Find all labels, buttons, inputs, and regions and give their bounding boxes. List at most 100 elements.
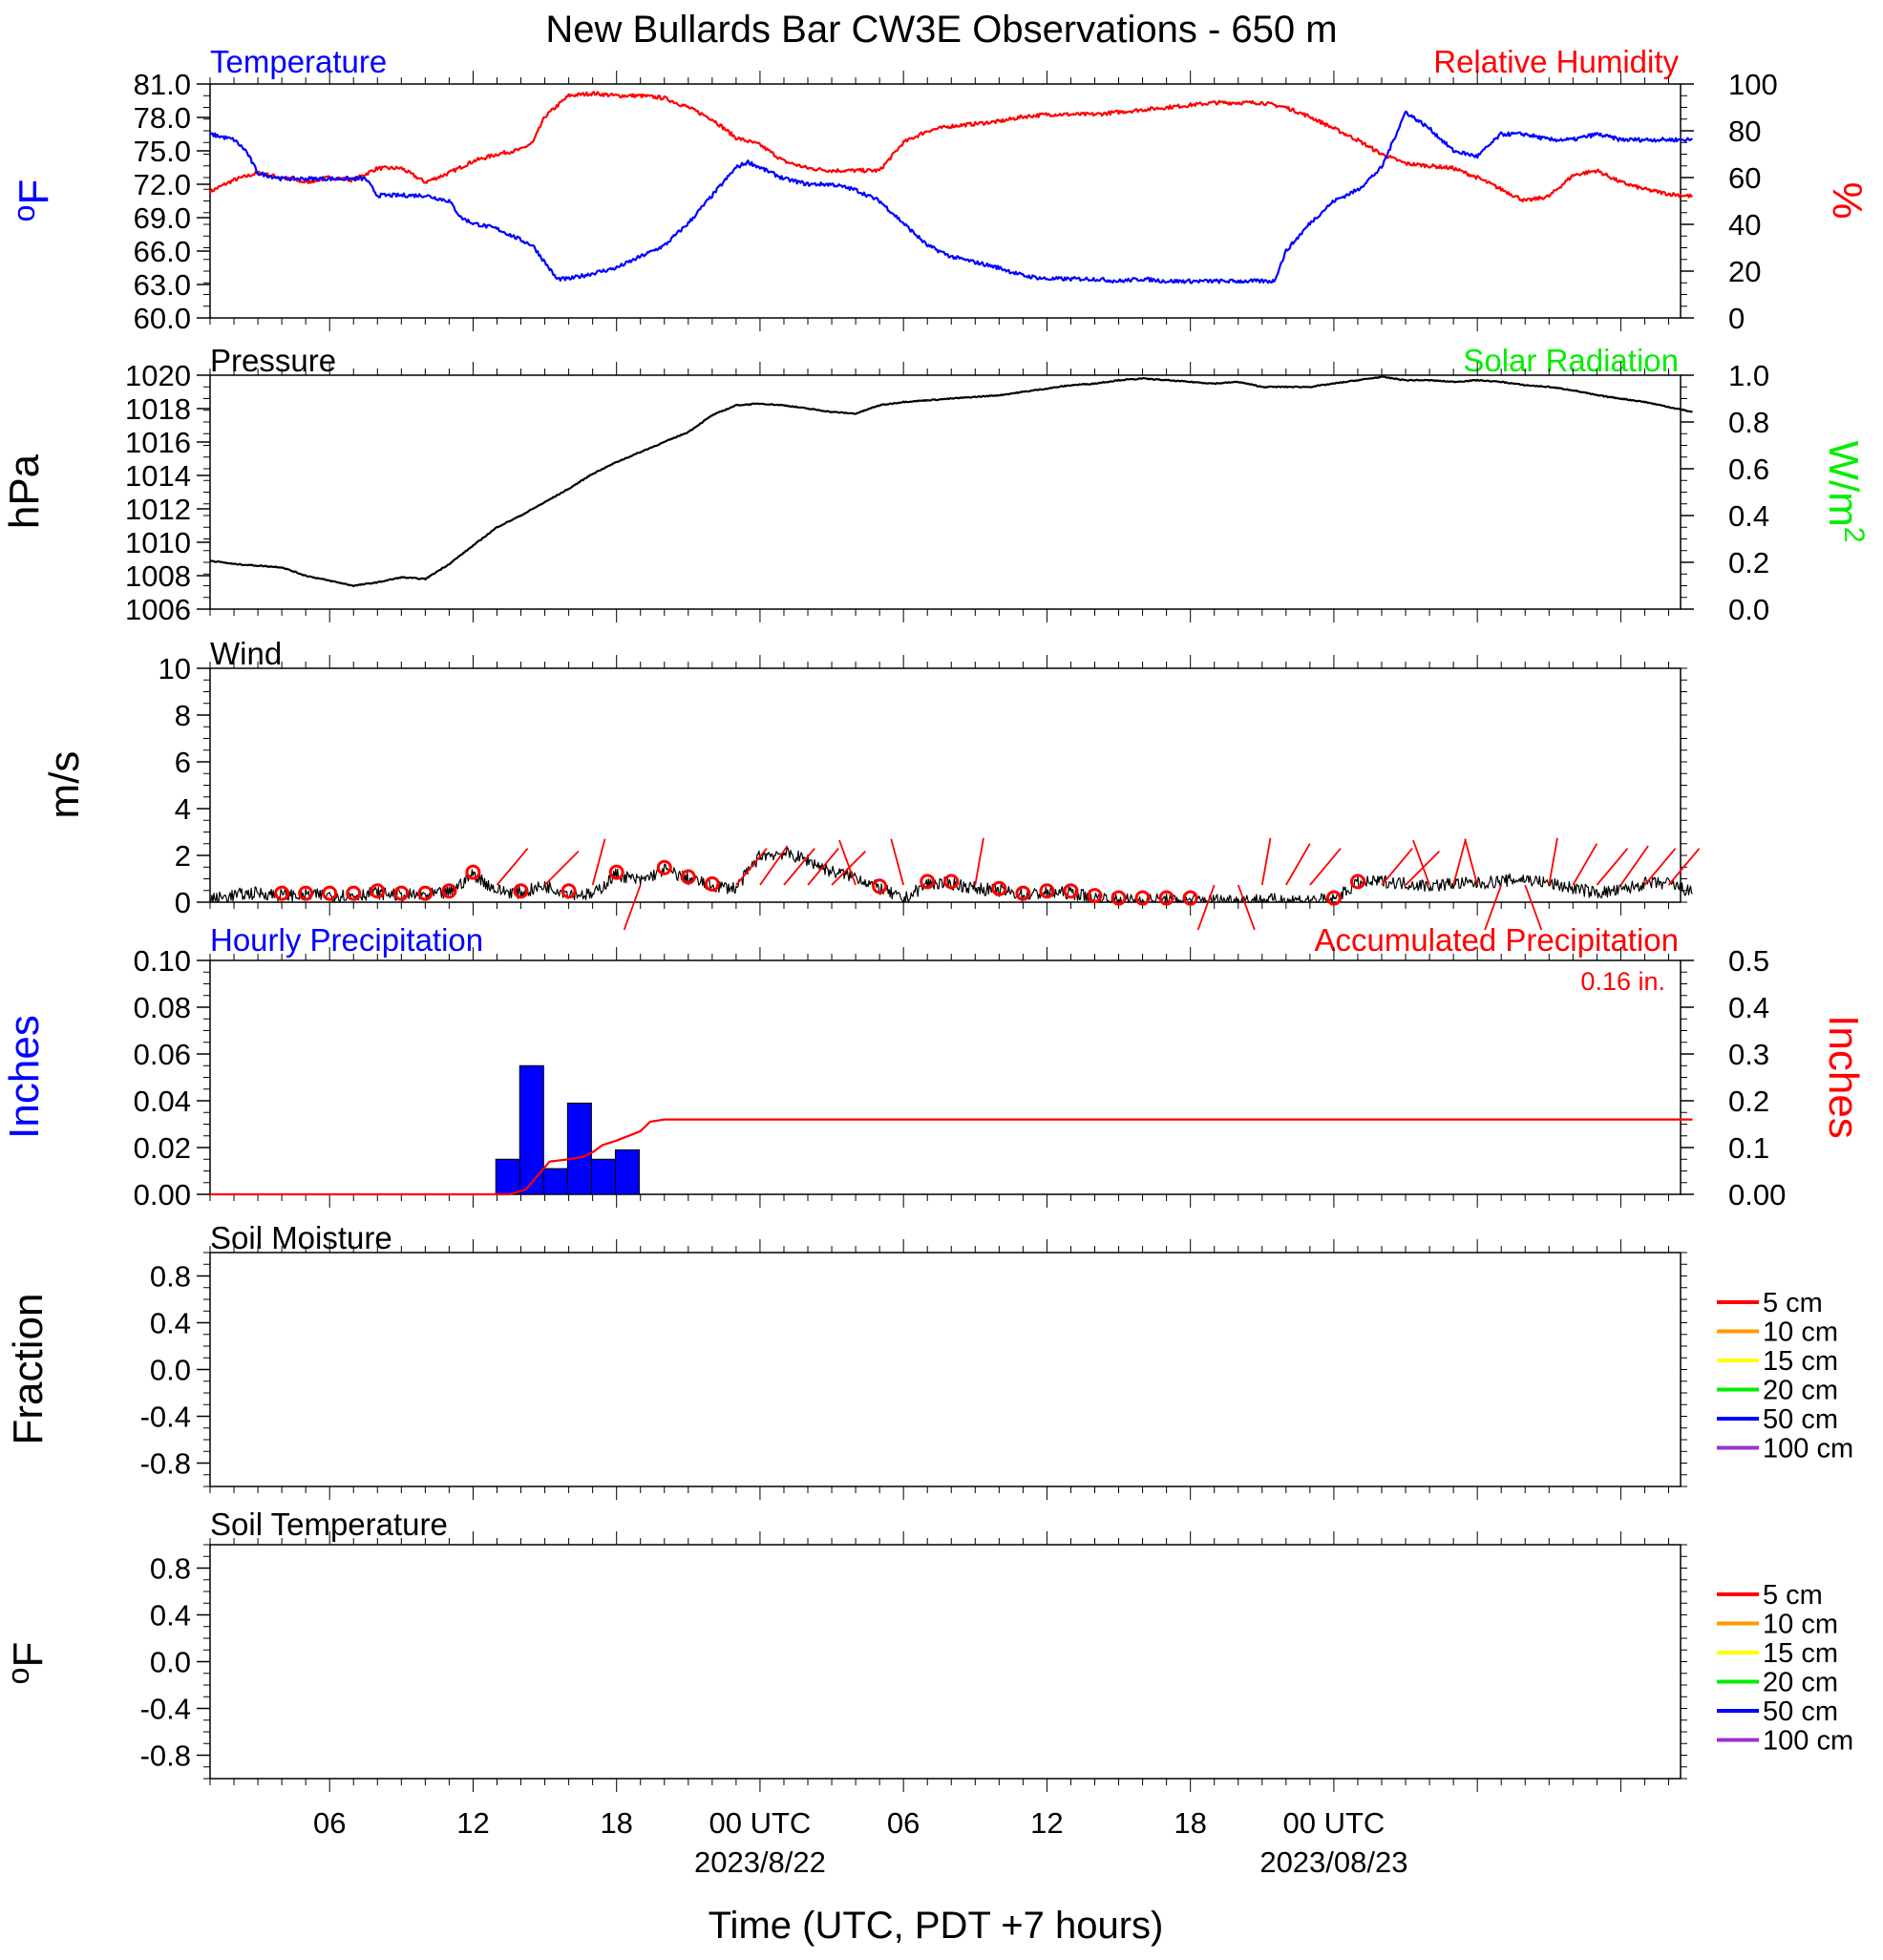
wind-barb	[496, 848, 529, 886]
wind-calm-circle	[1182, 890, 1198, 906]
y-tick-label: 0.0	[150, 1354, 191, 1387]
x-date-label: 2023/08/23	[1259, 1845, 1407, 1879]
y-tick-label: 0.2	[1728, 1085, 1769, 1118]
solar-unit-label: W/m2	[1820, 440, 1870, 542]
y-tick-label: 0.00	[1728, 1178, 1786, 1212]
solar-y-ticks: 1.0 0.8 0.6 0.4 0.2 0.0	[1681, 359, 1769, 626]
panel-title-soil-temperature: Soil Temperature	[210, 1507, 448, 1542]
y-tick-label: 0	[175, 886, 191, 919]
y-tick-label: 0.0	[1728, 593, 1769, 626]
y-tick-label: 0.8	[150, 1260, 191, 1294]
x-minor-ticks	[209, 1239, 1669, 1500]
wind-calm-circle	[1111, 890, 1127, 906]
wind-calm-circle	[465, 864, 481, 880]
x-axis-title: Time (UTC, PDT +7 hours)	[709, 1905, 1164, 1947]
accum-precip-line	[210, 1118, 1693, 1196]
hourly-precip-bar	[542, 1168, 568, 1195]
y-tick-label: 0	[1728, 302, 1745, 335]
x-minor-ticks	[209, 362, 1669, 622]
hourly-precip-y-ticks: 0.10 0.08 0.06 0.04 0.02 0.00	[134, 944, 210, 1212]
y-tick-label: 0.10	[134, 944, 191, 978]
soil-moisture-right-minor-ticks	[1681, 1252, 1687, 1487]
wind-calm-circle	[1063, 883, 1079, 899]
y-tick-label: 100	[1728, 68, 1778, 101]
wind-barb	[1643, 848, 1677, 886]
x-minor-ticks	[209, 71, 1669, 331]
panel-title-wind: Wind	[210, 636, 282, 671]
wind-barb	[735, 848, 768, 886]
x-tick-label: 18	[1174, 1806, 1206, 1840]
y-tick-label: 1012	[125, 493, 191, 526]
y-tick-label: 0.4	[1728, 991, 1769, 1024]
y-tick-label: 1020	[125, 359, 191, 392]
y-tick-label: 69.0	[134, 201, 191, 235]
y-tick-label: 63.0	[134, 268, 191, 302]
wind-calm-circle	[322, 885, 338, 901]
panel-title-accum-precip: Accumulated Precipitation	[1314, 922, 1679, 958]
legend-label: 15 cm	[1763, 1638, 1838, 1669]
wind-barb	[623, 884, 642, 931]
wind-barb	[1464, 838, 1479, 886]
wind-panel: Wind 10 8 6 4 2 0 m/s	[41, 636, 1701, 931]
pressure-line	[209, 375, 1693, 588]
wind-calm-circle	[1158, 890, 1174, 906]
wind-calm-circle	[608, 864, 624, 880]
wind-calm-circle	[1325, 890, 1342, 906]
soil-moisture-y-ticks: 0.8 0.4 0.0 -0.4 -0.8	[140, 1252, 210, 1487]
soil-temperature-panel: Soil Temperature 0.8 0.4 0.0 -0.4 -0.8 oF 5 …	[1, 1507, 1853, 1792]
wind-barb	[1484, 884, 1503, 931]
y-tick-label: 1016	[125, 426, 191, 459]
y-tick-label: 0.8	[1728, 406, 1769, 439]
x-tick-label: 00 UTC	[709, 1806, 812, 1840]
wind-calm-circle	[370, 883, 386, 899]
wind-calm-circle	[1039, 883, 1055, 899]
wind-calm-circle	[656, 859, 672, 875]
y-tick-label: 1018	[125, 392, 191, 426]
humidity-y-ticks: 100 80 60 40 20 0	[1681, 68, 1778, 335]
x-minor-ticks	[209, 1531, 1669, 1792]
wind-barb	[807, 848, 839, 886]
wind-calm-circle	[298, 885, 314, 901]
x-minor-ticks	[209, 947, 1669, 1208]
precipitation-panel: Hourly Precipitation Accumulated Precipi…	[1, 922, 1867, 1212]
y-tick-label: 75.0	[134, 135, 191, 168]
figure-title: New Bullards Bar CW3E Observations - 650…	[545, 9, 1337, 51]
soil-moisture-unit-label: Fraction	[5, 1294, 52, 1445]
y-tick-label: 78.0	[134, 101, 191, 135]
wind-barb	[1619, 845, 1649, 886]
wind-barb	[591, 838, 606, 886]
wind-barb	[1285, 843, 1311, 886]
accumulated-total-label: 0.16 in.	[1580, 967, 1665, 996]
wind-barb	[1452, 838, 1467, 886]
wind-calm-circle	[393, 885, 410, 901]
wind-calm-circle	[1015, 885, 1031, 901]
wind-barb	[759, 845, 789, 886]
soil-moisture-panel: Soil Moisture 0.8 0.4 0.0 -0.4 -0.8 Fraction…	[5, 1220, 1853, 1500]
legend-label: 10 cm	[1763, 1317, 1838, 1348]
hourly-precip-bar	[614, 1149, 640, 1195]
y-tick-label: 0.02	[134, 1131, 191, 1165]
y-tick-label: 4	[175, 792, 191, 826]
legend-label: 5 cm	[1763, 1288, 1823, 1318]
precipitation-series	[210, 1064, 1693, 1196]
legend-label: 10 cm	[1763, 1610, 1838, 1640]
wind-unit-label: m/s	[41, 751, 88, 819]
y-tick-label: 66.0	[134, 235, 191, 268]
y-tick-label: -0.4	[140, 1693, 191, 1726]
x-tick-label: 00 UTC	[1283, 1806, 1386, 1840]
y-tick-label: 81.0	[134, 68, 191, 101]
temperature-line	[209, 110, 1693, 285]
y-tick-label: 8	[175, 699, 191, 732]
soil-temperature-y-ticks: 0.8 0.4 0.0 -0.4 -0.8	[140, 1544, 210, 1780]
y-tick-label: -0.8	[140, 1447, 191, 1481]
y-tick-label: 0.3	[1728, 1038, 1769, 1071]
wind-barb	[838, 839, 857, 886]
wind-calm-circle	[513, 883, 529, 899]
pressure-solar-panel: Pressure Solar Radiation 102010181016101…	[1, 343, 1870, 626]
x-tick-label: 06	[887, 1806, 920, 1840]
wind-barb	[1524, 884, 1543, 931]
y-tick-label: 20	[1728, 255, 1761, 288]
wind-right-minor-ticks	[1681, 667, 1687, 903]
wind-barb	[543, 851, 580, 886]
